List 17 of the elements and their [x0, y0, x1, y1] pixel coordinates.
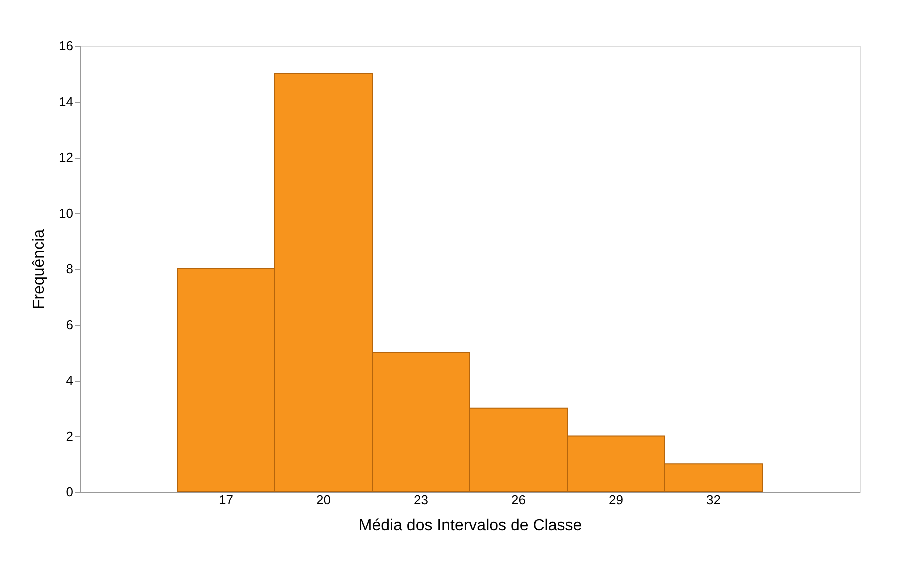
x-tick-label: 20 — [316, 492, 331, 508]
x-tick-label: 32 — [706, 492, 721, 508]
y-tick-label: 6 — [66, 317, 74, 332]
x-tick-label: 17 — [219, 492, 234, 508]
y-tick-label: 16 — [59, 38, 74, 54]
x-tick-label: 26 — [512, 492, 526, 508]
y-tick-label: 8 — [66, 262, 74, 276]
y-tick-label: 0 — [66, 484, 74, 500]
y-tick-label: 4 — [66, 373, 74, 388]
y-tick-label: 14 — [59, 94, 74, 110]
x-tick-label: 23 — [414, 492, 428, 508]
y-tick-label: 2 — [66, 428, 74, 444]
y-axis-title: Frequência — [31, 229, 48, 310]
x-tick-label: 29 — [609, 492, 624, 508]
x-axis-title: Média dos Intervalos de Classe — [358, 518, 582, 534]
y-tick-label: 10 — [59, 206, 74, 221]
y-tick-label: 12 — [59, 150, 74, 165]
